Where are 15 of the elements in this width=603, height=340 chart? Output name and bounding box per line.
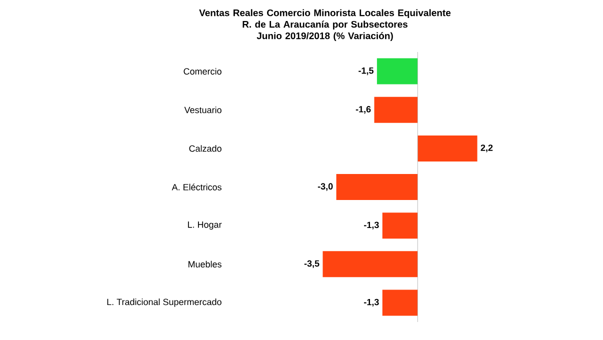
data-label: 2,2 [480,144,493,152]
y-tick-label: Comercio [184,68,222,75]
y-tick-label: L. Tradicional Supermercado [107,298,222,307]
data-label: -1,3 [364,222,379,230]
y-tick-label: Vestuario [184,106,222,114]
y-tick-label: Muebles [188,260,222,268]
y-tick-label: Calzado [189,145,222,152]
chart-title: Ventas Reales Comercio Minorista Locales Equivalente R. de La Araucanía por Subsectores Junio 2019/2018 (% Variación) [199,9,451,42]
data-label: -1,6 [356,106,371,114]
y-tick-label: L. Hogar [188,222,222,230]
y-tick-label: A. Eléctricos [172,184,222,190]
data-label: -1,5 [358,68,374,76]
data-label: -1,3 [364,298,379,307]
data-label: -3,5 [304,260,320,268]
data-label: -3,0 [318,183,333,191]
